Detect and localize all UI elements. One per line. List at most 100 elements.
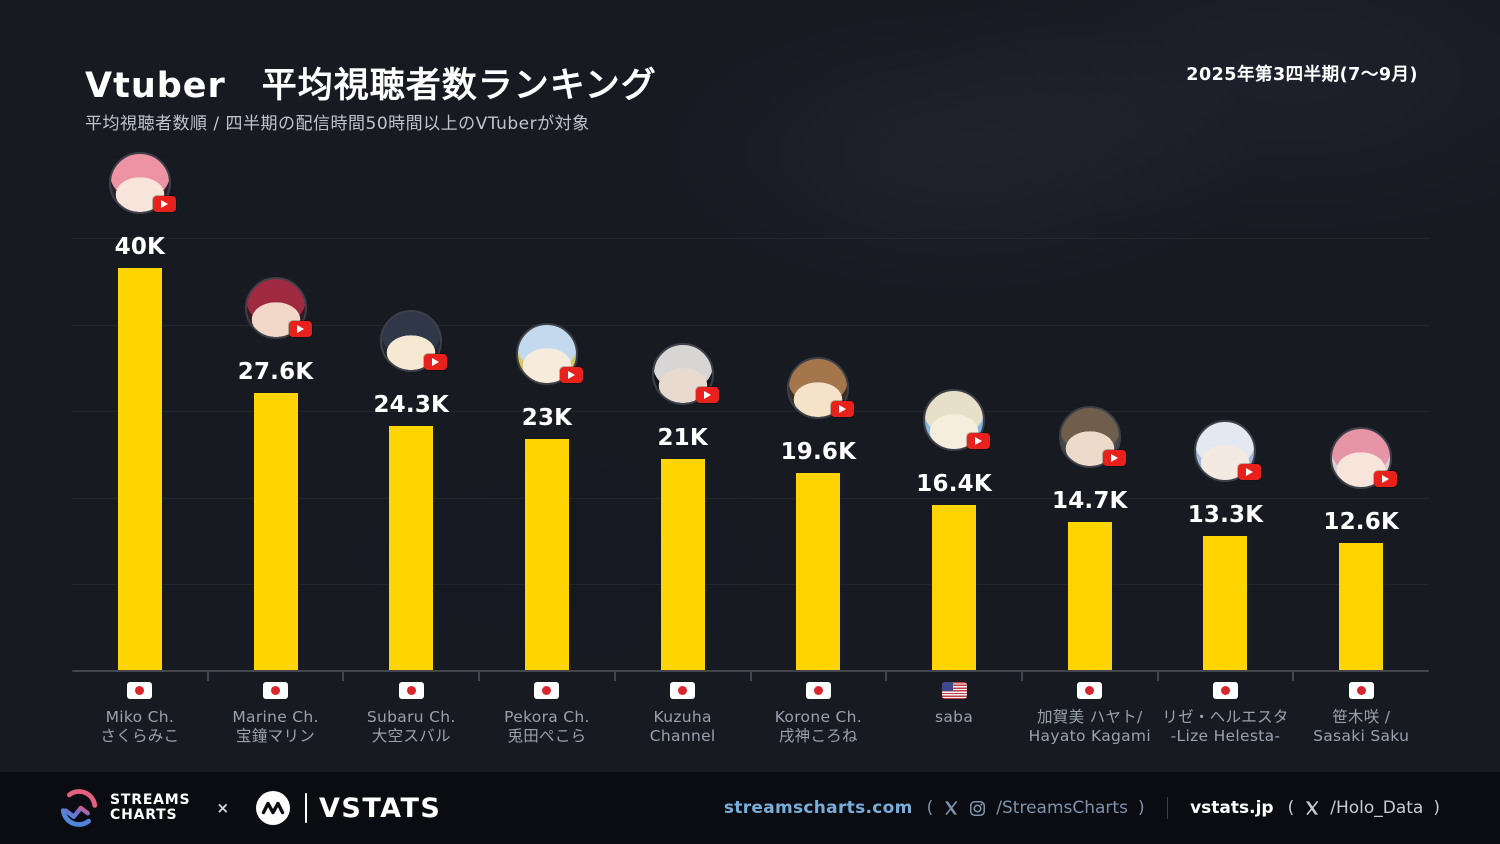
streamer-avatar [787,357,855,419]
youtube-badge-icon [1238,464,1262,480]
streamer-name: saba [935,708,974,726]
bar-value-label: 19.6K [780,439,857,465]
streamer-name: Miko Ch. さくらみこ [100,708,180,745]
streamer-avatar [1058,406,1126,468]
vstats-wordmark: VSTATS [319,792,442,824]
category-label: 笹木咲 / Sasaki Saku [1293,682,1429,746]
gridline [72,498,1429,499]
gridline [72,411,1429,412]
vstats-link[interactable]: vstats.jp [1190,798,1274,818]
gridline [72,325,1429,326]
bar-value-label: 12.6K [1323,509,1399,535]
category-label: Korone Ch. 戌神ころね [751,682,887,746]
youtube-badge-icon [695,387,719,403]
gridline [72,584,1429,585]
axis-tick [206,672,209,681]
vstats-logo-icon [256,791,291,825]
streamer-name: Subaru Ch. 大空スバル [366,708,456,745]
streamer-name: Kuzuha Channel [649,708,716,745]
footer-links-divider [1166,797,1169,819]
axis-tick [1156,672,1159,681]
category-label: Subaru Ch. 大空スバル [343,682,479,746]
chart-column: 23K [479,0,616,681]
axis-tick [342,672,345,681]
streamer-name: リゼ・ヘルエスタ -Lize Helesta- [1162,708,1289,745]
chart-column: 16.4K [886,0,1023,681]
footer-brands: STREAMS CHARTS × VSTATS [58,787,441,829]
flag-japan-icon [534,682,560,699]
bar [796,473,841,670]
flag-japan-icon [398,682,424,699]
streamer-name: 加賀美 ハヤト/Hayato Kagami [1028,708,1151,745]
youtube-badge-icon [1102,450,1126,466]
page-title: Vtuber 平均視聴者数ランキング [85,66,657,107]
streamer-name: 笹木咲 / Sasaki Saku [1313,708,1410,745]
period-label: 2025年第3四半期(7〜9月) [1186,65,1418,85]
streamscharts-wordmark-line2: CHARTS [110,807,178,823]
flag-japan-icon [1348,682,1374,699]
bar-value-label: 24.3K [373,392,450,418]
flag-us-icon [941,682,967,699]
streamscharts-link[interactable]: streamscharts.com [723,798,913,818]
streamscharts-logo-icon [60,789,98,827]
flag-japan-icon [1212,682,1238,699]
youtube-badge-icon [967,433,991,449]
axis-tick [749,672,752,681]
chart-column: 13.3K [1158,0,1295,681]
chart-column: 14.7K [1022,0,1159,681]
x-icon[interactable] [943,800,959,816]
bar [660,459,705,670]
chart-category-labels: Miko Ch. さくらみこ Marine Ch. 宝鐘マリン Subaru Ch. 大空… [72,682,1429,746]
streamscharts-wordmark-line1: STREAMS [110,792,191,808]
bar [1339,543,1384,670]
vstats-divider [305,793,308,823]
bar [253,393,298,670]
streamer-name: Marine Ch. 宝鐘マリン [232,708,319,745]
youtube-badge-icon [831,401,855,417]
chart-column: 12.6K [1293,0,1429,670]
streamer-avatar [380,310,448,372]
axis-tick [1020,672,1023,681]
bar-value-label: 23K [521,405,573,431]
category-label: Miko Ch. さくらみこ [72,682,208,746]
bar [389,426,434,670]
youtube-badge-icon [152,196,176,212]
flag-japan-icon [670,682,696,699]
streamscharts-handle-link[interactable]: /StreamsCharts [996,798,1128,818]
chart-column: 19.6K [751,0,888,681]
axis-tick [478,672,481,681]
axis-tick [885,672,888,681]
chart-column: 27.6K [208,0,345,681]
chart-columns: 40K 27.6K 24.3K 23K 21K 19.6K 16.4K 14.7K 13.3K 1… [72,0,1429,681]
bar-value-label: 21K [657,425,708,451]
category-label: Marine Ch. 宝鐘マリン [208,682,344,746]
flag-japan-icon [127,682,153,699]
paren-close: ) [1137,798,1145,818]
flag-japan-icon [263,682,289,699]
streamer-name: Korone Ch. 戌神ころね [774,708,862,745]
vstats-handle-link[interactable]: /Holo_Data [1330,798,1424,818]
chart-column: 40K [72,0,209,681]
youtube-badge-icon [288,321,312,337]
bar [524,439,569,670]
chart-column: 24.3K [343,0,481,681]
axis-tick [613,672,616,681]
bar [932,505,977,670]
x-icon[interactable] [1304,800,1320,816]
footer: STREAMS CHARTS × VSTATS streamscharts.co… [0,772,1500,844]
flag-japan-icon [805,682,831,699]
streamscharts-wordmark: STREAMS CHARTS [110,793,190,823]
page-subtitle: 平均視聴者数順 / 四半期の配信時間50時間以上のVTuberが対象 [85,114,590,134]
category-label: saba [886,682,1022,746]
category-label: リゼ・ヘルエスタ -Lize Helesta- [1158,682,1294,746]
paren-open: ( [926,798,934,818]
streamer-avatar [1194,420,1262,482]
bar [117,268,162,670]
category-label: Kuzuha Channel [615,682,751,746]
collab-cross: × [216,799,230,817]
instagram-icon[interactable] [969,800,986,817]
youtube-badge-icon [559,367,583,383]
youtube-badge-icon [424,354,448,370]
bar-value-label: 14.7K [1051,488,1128,514]
bar-value-label: 40K [114,234,166,260]
